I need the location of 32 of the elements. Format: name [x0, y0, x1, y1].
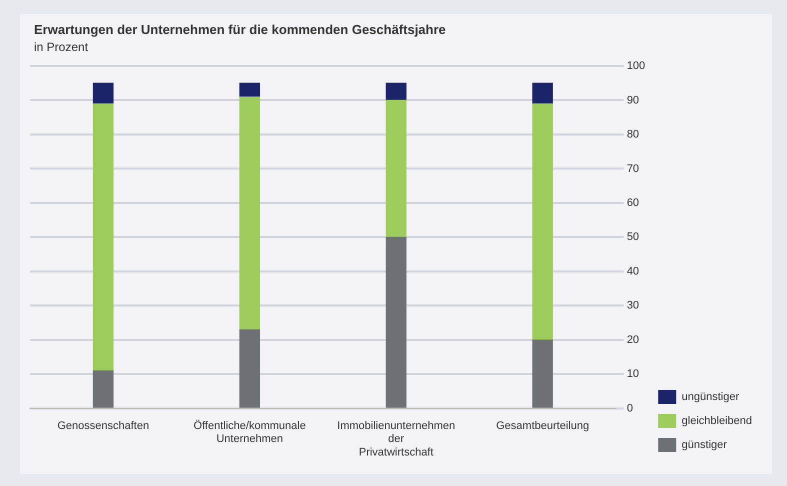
bar [92, 370, 114, 408]
y-tick-label: 30 [626, 300, 640, 312]
y-tick-label: 20 [626, 334, 640, 346]
bar [92, 82, 114, 104]
y-tick-label: 60 [626, 196, 640, 209]
bar [386, 100, 406, 238]
bar [239, 96, 260, 330]
legend-label: ungünstiger [682, 391, 740, 404]
y-tick-label: 100 [626, 60, 646, 72]
bar [239, 329, 260, 408]
bar [532, 82, 553, 104]
x-tick-label: Öffentliche/kommunale Unternehmen [194, 419, 306, 446]
x-tick-label: Immobilienunternehmen der Privatwirtschaft [337, 420, 456, 458]
bar [239, 82, 260, 98]
y-tick-label: 40 [626, 265, 640, 278]
y-tick-label: 50 [626, 231, 640, 244]
legend-label: günstiger [682, 439, 728, 452]
chart-title: Erwartungen der Unternehmen für die kommenden Geschäftsjahre [34, 22, 446, 37]
bar [386, 236, 406, 408]
bar [92, 103, 114, 372]
y-tick-label: 90 [626, 94, 640, 106]
x-tick-label: Genossenschaften [57, 420, 150, 432]
y-tick-label: 10 [626, 368, 640, 380]
bar [532, 103, 553, 340]
bar [386, 82, 406, 101]
bar [532, 340, 553, 408]
y-tick-label: 70 [626, 162, 640, 175]
x-tick-label: Gesamtbeurteilung [496, 420, 590, 432]
legend-label: gleichbleibend [682, 415, 752, 428]
chart-subtitle: in Prozent [34, 40, 88, 54]
y-tick-label: 0 [626, 402, 633, 414]
y-tick-label: 80 [626, 128, 640, 141]
